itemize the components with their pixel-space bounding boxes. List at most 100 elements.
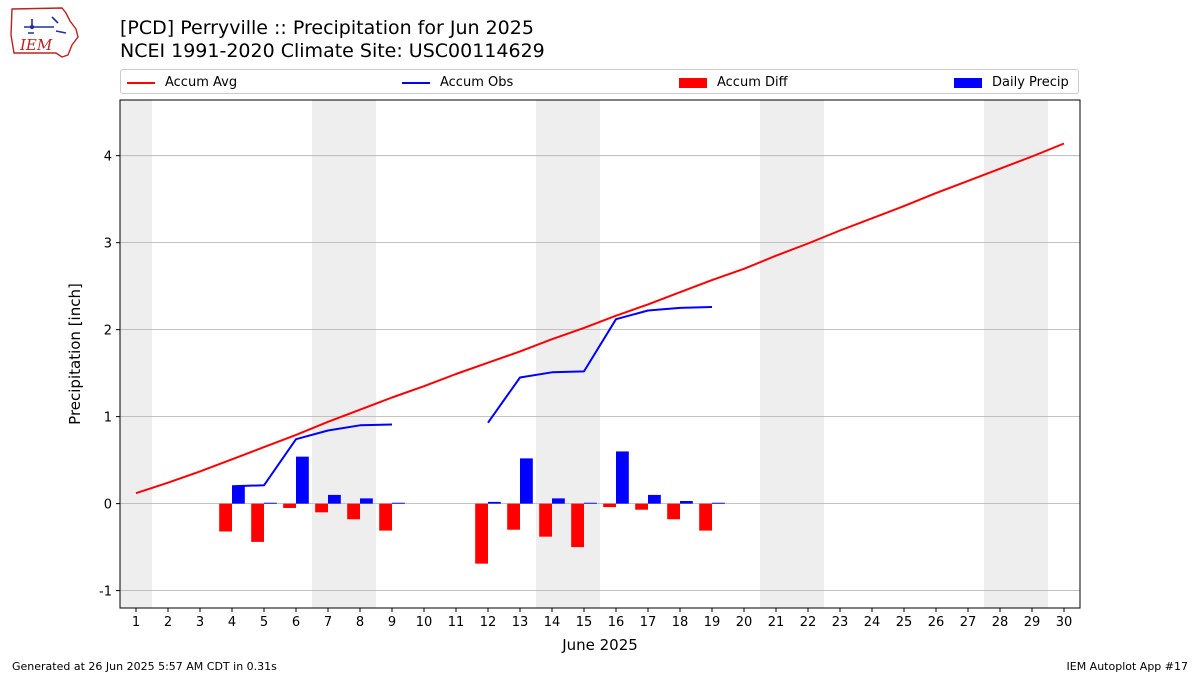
x-tick-label: 29 [1024, 615, 1041, 630]
x-tick-label: 5 [260, 615, 268, 630]
y-tick-label: 3 [104, 237, 112, 252]
daily-precip-bar [360, 498, 373, 504]
weekend-shade-day-22 [792, 100, 824, 608]
x-tick-label: 10 [416, 615, 433, 630]
x-tick-label: 27 [960, 615, 977, 630]
legend-item-accum-avg: Accum Avg [127, 70, 237, 95]
footer-app-text: IEM Autoplot App #17 [1066, 660, 1189, 673]
legend-label-accum-obs: Accum Obs [440, 75, 514, 90]
footer-generated-text: Generated at 26 Jun 2025 5:57 AM CDT in … [12, 660, 277, 673]
x-tick-label: 9 [388, 615, 396, 630]
accum-diff-bar [379, 503, 392, 531]
iem-logo-text: IEM [19, 36, 53, 54]
weather-station-icon [24, 16, 67, 34]
x-tick-label: 28 [992, 615, 1009, 630]
x-tick-label: 17 [640, 615, 657, 630]
accum-diff-bar [315, 503, 328, 513]
x-tick-label: 23 [832, 615, 849, 630]
x-tick-label: 13 [512, 615, 529, 630]
legend-item-accum-diff: Accum Diff [679, 70, 788, 95]
chart-title: [PCD] Perryville :: Precipitation for Ju… [120, 17, 534, 39]
accum-avg-line [135, 142, 1065, 495]
x-tick-label: 12 [480, 615, 497, 630]
accum-diff-bar [539, 503, 552, 537]
daily-precip-bar [392, 502, 405, 504]
x-tick-label: 16 [608, 615, 625, 630]
legend-swatch-accum-avg [127, 81, 155, 84]
legend-label-accum-diff: Accum Diff [717, 75, 788, 90]
daily-precip-bar [232, 486, 245, 504]
daily-precip-bar [616, 451, 629, 504]
weekend-shade-day-1 [120, 100, 152, 608]
weekend-shade-day-21 [760, 100, 792, 608]
x-tick-label: 20 [736, 615, 753, 630]
accum-diff-bar [347, 503, 360, 520]
x-tick-label: 15 [576, 615, 593, 630]
daily-precip-bar [648, 494, 661, 504]
y-tick-label: 4 [104, 150, 112, 165]
legend-swatch-daily-precip [954, 77, 982, 88]
legend-label-accum-avg: Accum Avg [165, 75, 238, 90]
daily-precip-bar [520, 458, 533, 504]
weekend-shade-day-8 [344, 100, 376, 608]
y-tick-label: 1 [104, 411, 112, 426]
weekend-shade-day-14 [536, 100, 568, 608]
x-tick-label: 7 [324, 615, 332, 630]
accum-diff-bar [219, 503, 232, 532]
line-series [135, 142, 1065, 495]
bar-series [219, 451, 725, 564]
x-tick-label: 11 [448, 615, 465, 630]
legend-label-daily-precip: Daily Precip [992, 75, 1069, 90]
x-tick-label: 8 [356, 615, 364, 630]
daily-precip-bar [552, 498, 565, 504]
x-axis-label: June 2025 [561, 636, 638, 654]
x-tick-label: 6 [292, 615, 300, 630]
daily-precip-bar [264, 502, 277, 504]
x-tick-label: 30 [1056, 615, 1073, 630]
legend-item-daily-precip: Daily Precip [954, 70, 1069, 95]
accum-diff-bar [283, 503, 296, 508]
y-tick-label: 2 [104, 324, 112, 339]
x-tick-label: 1 [132, 615, 140, 630]
accum-diff-bar [475, 503, 488, 564]
y-axis-label: Precipitation [inch] [66, 283, 84, 425]
x-tick-label: 21 [768, 615, 785, 630]
accum-diff-bar [635, 503, 648, 510]
x-tick-label: 18 [672, 615, 689, 630]
weekend-shade-day-29 [1016, 100, 1048, 608]
legend-item-accum-obs: Accum Obs [402, 70, 513, 95]
accum-diff-bar [251, 503, 264, 542]
accum-obs-line [487, 306, 713, 424]
legend-swatch-accum-obs [402, 81, 430, 84]
chart-subtitle: NCEI 1991-2020 Climate Site: USC00114629 [120, 40, 545, 62]
y-gridlines [120, 155, 1080, 592]
x-tick-label: 14 [544, 615, 561, 630]
x-tick-label: 2 [164, 615, 172, 630]
daily-precip-bar [328, 494, 341, 504]
accum-diff-bar [507, 503, 520, 530]
weekend-shade-day-15 [568, 100, 600, 608]
x-tick-label: 22 [800, 615, 817, 630]
iowa-map-outline-icon [10, 7, 79, 58]
weekend-shade-day-28 [984, 100, 1016, 608]
legend-swatch-accum-diff [679, 77, 707, 88]
x-tick-label: 24 [864, 615, 881, 630]
weekend-shade-day-7 [312, 100, 344, 608]
accum-diff-bar [603, 503, 616, 508]
chart-legend: Accum Avg Accum Obs Accum Diff Daily Pre… [120, 69, 1079, 94]
y-tick-label: 0 [104, 498, 112, 513]
daily-precip-bar [680, 501, 693, 504]
accum-diff-bar [667, 503, 680, 520]
weekend-shading [120, 100, 1048, 608]
accum-obs-line [231, 423, 393, 488]
accum-diff-bar [571, 503, 584, 548]
x-tick-label: 3 [196, 615, 204, 630]
x-tick-label: 19 [704, 615, 721, 630]
x-tick-label: 25 [896, 615, 913, 630]
y-tick-label: -1 [99, 585, 112, 600]
daily-precip-bar [488, 501, 501, 504]
accum-diff-bar [699, 503, 712, 531]
x-tick-label: 4 [228, 615, 236, 630]
